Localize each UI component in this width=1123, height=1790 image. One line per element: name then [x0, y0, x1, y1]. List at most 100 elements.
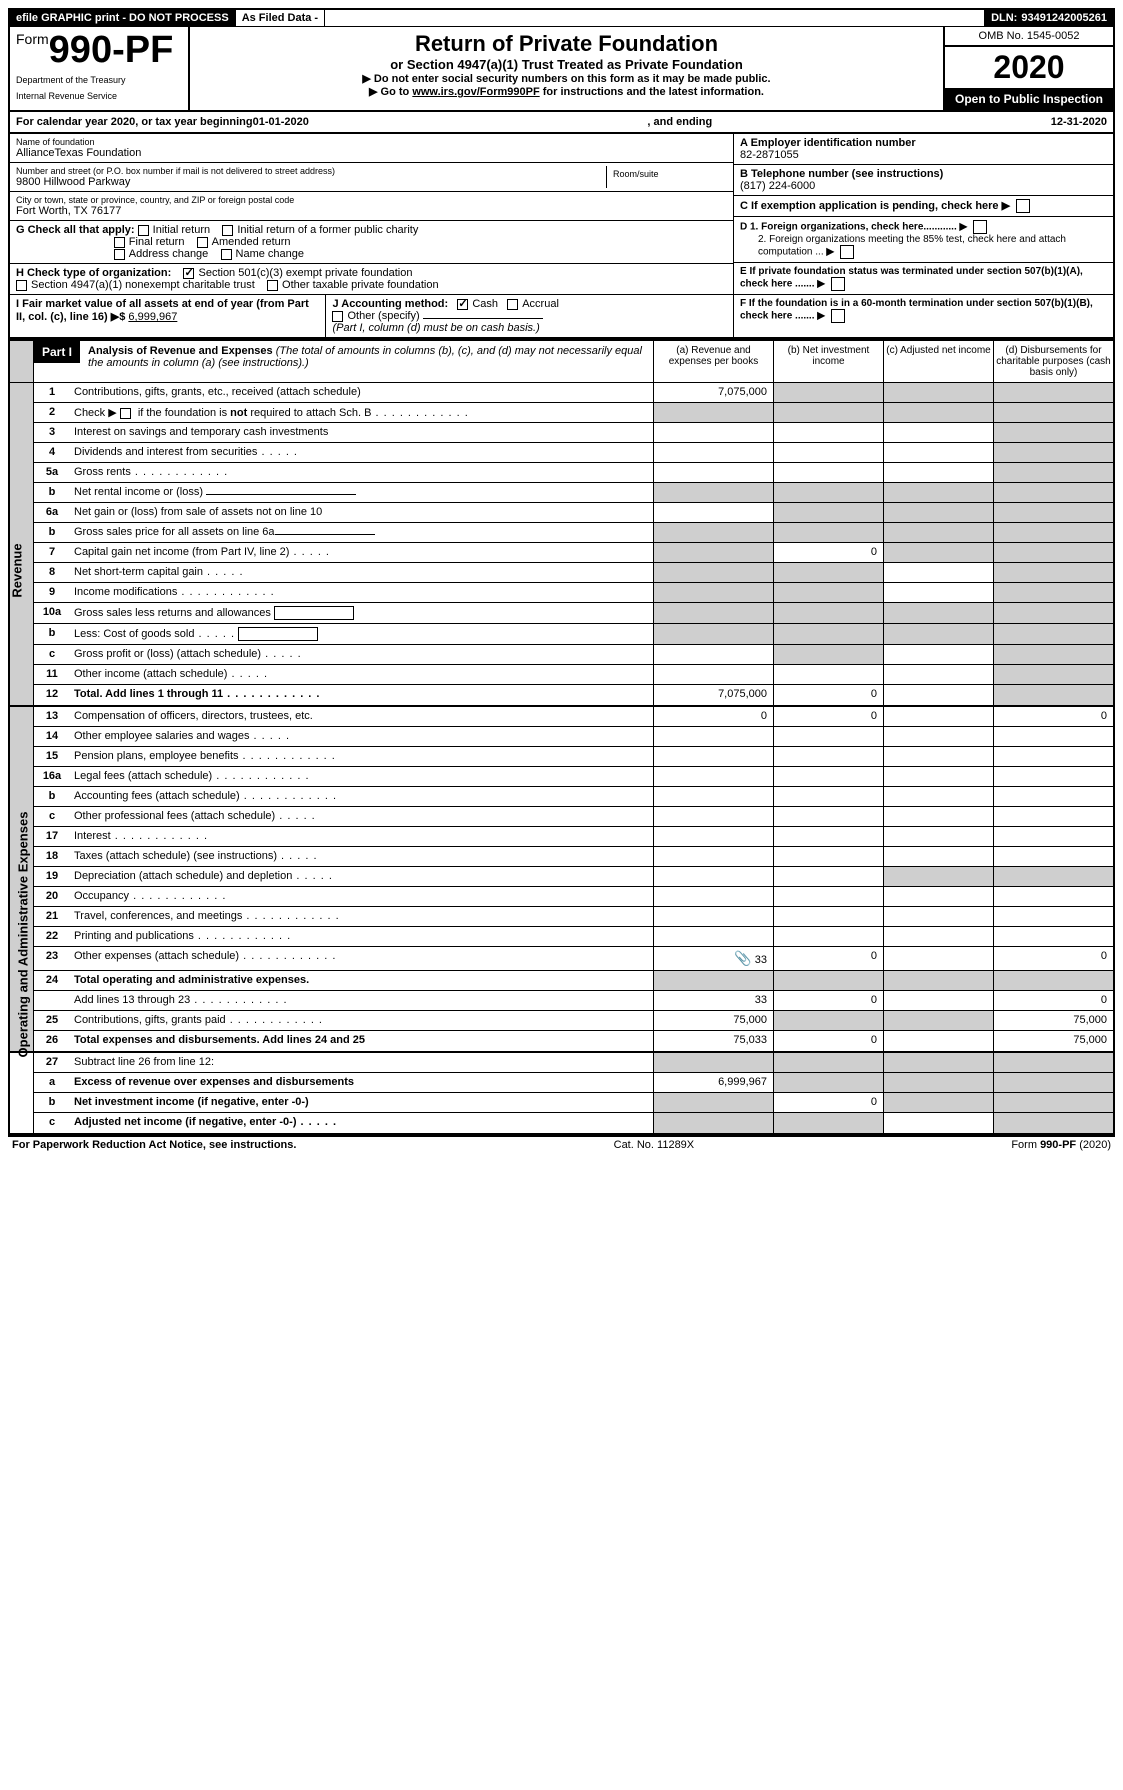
l12-b: 0: [773, 685, 883, 705]
line-25: Contributions, gifts, grants paid: [74, 1014, 226, 1026]
initial-former-checkbox[interactable]: [222, 225, 233, 236]
d2-checkbox[interactable]: [840, 245, 854, 259]
final-return-checkbox[interactable]: [114, 237, 125, 248]
foundation-name: AllianceTexas Foundation: [16, 147, 727, 159]
line-8: Net short-term capital gain: [74, 566, 203, 578]
line-9: Income modifications: [74, 586, 177, 598]
line-16c: Other professional fees (attach schedule…: [74, 810, 275, 822]
l24-b: 0: [773, 991, 883, 1010]
f-checkbox[interactable]: [831, 309, 845, 323]
phone-value: (817) 224-6000: [740, 180, 1107, 192]
i-arrow: ▶$: [111, 311, 126, 323]
calendar-year-row: For calendar year 2020, or tax year begi…: [10, 112, 1113, 134]
form-title: Return of Private Foundation: [200, 31, 933, 57]
irs-link[interactable]: www.irs.gov/Form990PF: [412, 86, 539, 98]
e-checkbox[interactable]: [831, 277, 845, 291]
initial-return-checkbox[interactable]: [138, 225, 149, 236]
part1-title: Analysis of Revenue and Expenses: [88, 345, 273, 357]
l2-checkbox[interactable]: [120, 408, 131, 419]
l23-b: 0: [773, 947, 883, 970]
dept2: Internal Revenue Service: [16, 91, 182, 101]
l7-b: 0: [773, 543, 883, 562]
line-10a: Gross sales less returns and allowances: [74, 607, 271, 619]
line-20: Occupancy: [74, 890, 129, 902]
line-11: Other income (attach schedule): [74, 668, 227, 680]
footer-left: For Paperwork Reduction Act Notice, see …: [12, 1139, 296, 1151]
dept1: Department of the Treasury: [16, 75, 182, 85]
line-27b: Net investment income (if negative, ente…: [70, 1093, 653, 1112]
d1-checkbox[interactable]: [973, 220, 987, 234]
l24-a: 33: [653, 991, 773, 1010]
paperclip-icon: 📎: [734, 950, 751, 966]
line-1: Contributions, gifts, grants, etc., rece…: [70, 383, 653, 402]
final-return-label: Final return: [129, 236, 185, 248]
accrual-checkbox[interactable]: [507, 299, 518, 310]
ein-value: 82-2871055: [740, 149, 1107, 161]
name-change-label: Name change: [236, 248, 305, 260]
line-26: Total expenses and disbursements. Add li…: [70, 1031, 653, 1051]
a-label: A Employer identification number: [740, 137, 1107, 149]
line-16a: Legal fees (attach schedule): [74, 770, 212, 782]
calyear-begin: 01-01-2020: [253, 116, 309, 128]
l27a-a: 6,999,967: [653, 1073, 773, 1092]
col-d-header: (d) Disbursements for charitable purpose…: [993, 341, 1113, 382]
line-24: Total operating and administrative expen…: [70, 971, 653, 990]
dln-value: 93491242005261: [1021, 12, 1107, 24]
line-10b: Less: Cost of goods sold: [74, 628, 194, 640]
d1-label: D 1. Foreign organizations, check here..…: [740, 222, 957, 233]
line-21: Travel, conferences, and meetings: [74, 910, 242, 922]
line-27a: Excess of revenue over expenses and disb…: [70, 1073, 653, 1092]
line-6b: Gross sales price for all assets on line…: [74, 526, 275, 538]
line-7: Capital gain net income (from Part IV, l…: [74, 546, 289, 558]
amended-return-checkbox[interactable]: [197, 237, 208, 248]
line-13: Compensation of officers, directors, tru…: [70, 707, 653, 726]
efile-label: efile GRAPHIC print - DO NOT PROCESS: [10, 10, 236, 26]
initial-return-label: Initial return: [153, 224, 210, 236]
footer-right: Form 990-PF (2020): [1011, 1139, 1111, 1151]
calyear-mid: , and ending: [309, 116, 1051, 128]
l1-a: 7,075,000: [653, 383, 773, 402]
line-5a: Gross rents: [74, 466, 131, 478]
line-23: Other expenses (attach schedule): [74, 950, 239, 962]
c-checkbox[interactable]: [1016, 199, 1030, 213]
col-a-header: (a) Revenue and expenses per books: [653, 341, 773, 382]
l26-a: 75,033: [653, 1031, 773, 1051]
line-12: Total. Add lines 1 through 11: [74, 688, 223, 700]
fmv-value: 6,999,967: [128, 311, 177, 323]
name-change-checkbox[interactable]: [221, 249, 232, 260]
tax-year: 2020: [945, 47, 1113, 88]
line-27c: Adjusted net income (if negative, enter …: [74, 1116, 296, 1128]
l23-a: 33: [755, 954, 767, 966]
footer-center: Cat. No. 11289X: [614, 1139, 695, 1151]
line-15: Pension plans, employee benefits: [74, 750, 239, 762]
f-label: F If the foundation is in a 60-month ter…: [740, 298, 1093, 322]
h-4947-checkbox[interactable]: [16, 280, 27, 291]
l25-d: 75,000: [993, 1011, 1113, 1030]
room-label: Room/suite: [613, 169, 721, 179]
other-method-label: Other (specify): [347, 310, 419, 322]
address-change-checkbox[interactable]: [114, 249, 125, 260]
h-opt2-label: Section 4947(a)(1) nonexempt charitable …: [31, 279, 255, 291]
asfiled-label: As Filed Data -: [236, 10, 325, 26]
l25-a: 75,000: [653, 1011, 773, 1030]
warn2-pre: ▶ Go to: [369, 86, 412, 98]
other-method-checkbox[interactable]: [332, 311, 343, 322]
cash-checkbox[interactable]: [457, 299, 468, 310]
h-other-checkbox[interactable]: [267, 280, 278, 291]
col-b-header: (b) Net investment income: [773, 341, 883, 382]
h-501c3-checkbox[interactable]: [183, 268, 194, 279]
l13-b: 0: [773, 707, 883, 726]
c-label: C If exemption application is pending, c…: [740, 200, 999, 212]
line-17: Interest: [74, 830, 111, 842]
warn2-post: for instructions and the latest informat…: [540, 86, 764, 98]
line-19: Depreciation (attach schedule) and deple…: [74, 870, 292, 882]
form-warn1: ▶ Do not enter social security numbers o…: [200, 72, 933, 85]
j-label: J Accounting method:: [332, 298, 448, 310]
form-word: Form: [16, 31, 49, 47]
line-22: Printing and publications: [74, 930, 194, 942]
l23-d: 0: [993, 947, 1113, 970]
line-24b: Add lines 13 through 23: [74, 994, 190, 1006]
line-14: Other employee salaries and wages: [74, 730, 249, 742]
l24-d: 0: [993, 991, 1113, 1010]
line-4: Dividends and interest from securities: [74, 446, 257, 458]
